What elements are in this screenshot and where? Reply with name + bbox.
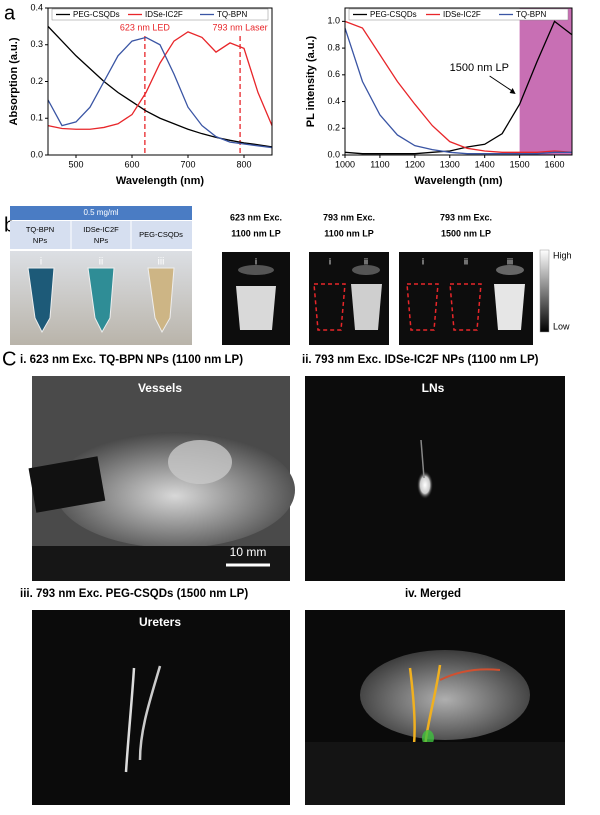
annotation-arrow [489,75,514,93]
scale-bar-label: 10 mm [230,545,267,559]
highlight-region [519,8,572,155]
y-tick-label: 0.4 [30,2,43,12]
x-tick-label: 600 [124,159,139,169]
data-line [344,27,572,155]
x-tick-label: 1100 [370,159,389,169]
image-title: ii. 793 nm Exc. IDSe-IC2F NPs (1100 nm L… [302,354,539,366]
plot-frame [47,7,273,156]
nir-label: 623 nm Exc. [230,212,282,222]
table-cell: IDSe-IC2F [83,225,119,234]
x-tick-label: 1400 [475,159,495,169]
tube [87,267,115,334]
colorbar [539,249,550,333]
x-tick-label: 1000 [335,159,355,169]
x-tick-label: 1500 [510,159,530,169]
y-tick-label: 0.4 [327,96,340,106]
x-tick-label: 500 [68,159,83,169]
annotation-arrowhead [509,88,516,94]
plot-frame [344,7,573,156]
x-tick-label: 700 [180,159,195,169]
nir-label: 793 nm Exc. [440,212,492,222]
y-tick-label: 0.2 [30,76,43,86]
image-merged [305,610,565,805]
nir-label: 793 nm Exc. [323,212,375,222]
y-tick-label: 0.1 [30,113,43,123]
sample-label: iii [507,256,513,266]
x-axis-label: Wavelength (nm) [414,175,503,187]
legend-label: PEG-CSQDs [73,10,120,19]
legend-box [51,8,269,21]
data-line [344,20,573,155]
legend-label: PEG-CSQDs [370,10,417,19]
colorbar-low: Low [553,321,570,331]
y-tick-label: 0.8 [327,42,340,52]
legend-label: IDSe-IC2F [443,10,481,19]
sample-label: ii [464,256,468,266]
colorbar-high: High [553,250,572,260]
nir-label: 1500 nm LP [441,228,491,238]
sample-label: i [255,256,257,266]
nir-label: 1100 nm LP [324,228,374,238]
legend-label: TQ-BPN [516,10,546,19]
nir-image: 793 nm Exc. 1500 nm LP i ii iii [399,212,533,345]
y-tick-label: 0.6 [327,69,340,79]
x-axis-label: Wavelength (nm) [116,175,205,187]
marker-label: 623 nm LED [120,22,171,32]
y-tick-label: 0.2 [327,123,340,133]
y-tick-label: 0.0 [30,149,43,159]
image-ureters: Ureters [32,610,290,805]
image-label: Vessels [138,381,182,395]
tube-label: iii [158,257,165,268]
table-cell: NPs [94,236,108,245]
legend-label: TQ-BPN [217,10,247,19]
panel-letter: a [4,2,16,24]
y-tick-label: 0.0 [327,149,340,159]
panel-letter: C [2,348,16,370]
annotation: 1500 nm LP [450,62,509,74]
legend-box [348,8,569,21]
nir-image: 793 nm Exc. 1100 nm LP i ii [309,212,389,345]
y-tick-label: 0.3 [30,39,43,49]
charts: 500 600 700 800 0.0 0.1 0.2 0.3 0.4 623 nm LED 793… [8,2,573,187]
x-tick-label: 1600 [545,159,565,169]
nir-image: 623 nm Exc. 1100 nm LP i [222,212,290,345]
data-line [47,31,273,130]
table-cell: NPs [33,236,47,245]
sample-label: ii [364,256,368,266]
sample-label: i [422,256,424,266]
table-cell: TQ-BPN [26,225,54,234]
image-title: iii. 793 nm Exc. PEG-CSQDs (1500 nm LP) [20,588,248,600]
y-axis-label: Absorption (a.u.) [8,37,20,125]
tube-label: ii [99,257,103,268]
panel-letter: b [4,214,15,236]
image-lns: LNs [305,376,565,581]
table-header-text: 0.5 mg/ml [83,208,118,217]
y-tick-label: 1.0 [327,16,340,26]
y-axis-label: PL intensity (a.u.) [305,35,317,127]
table-header [10,206,192,220]
x-tick-label: 1200 [405,159,425,169]
data-line [344,20,573,153]
tube [147,267,175,334]
image-label: LNs [422,381,445,395]
x-tick-label: 800 [236,159,251,169]
data-line [47,25,273,148]
image-title: i. 623 nm Exc. TQ-BPN NPs (1100 nm LP) [20,354,243,366]
table-cell: PEG-CSQDs [139,230,183,239]
nir-label: 1100 nm LP [231,228,281,238]
tube-label: i [40,257,42,268]
image-label: Ureters [139,615,181,629]
tube [27,267,55,334]
sample-label: i [329,256,331,266]
marker-label: 793 nm Laser [213,22,268,32]
image-vessels: Vessels 10 mm [28,376,295,581]
data-line [47,36,273,149]
x-tick-label: 1300 [440,159,460,169]
image-title: iv. Merged [405,588,461,600]
legend-label: IDSe-IC2F [145,10,183,19]
table-body [10,221,192,249]
